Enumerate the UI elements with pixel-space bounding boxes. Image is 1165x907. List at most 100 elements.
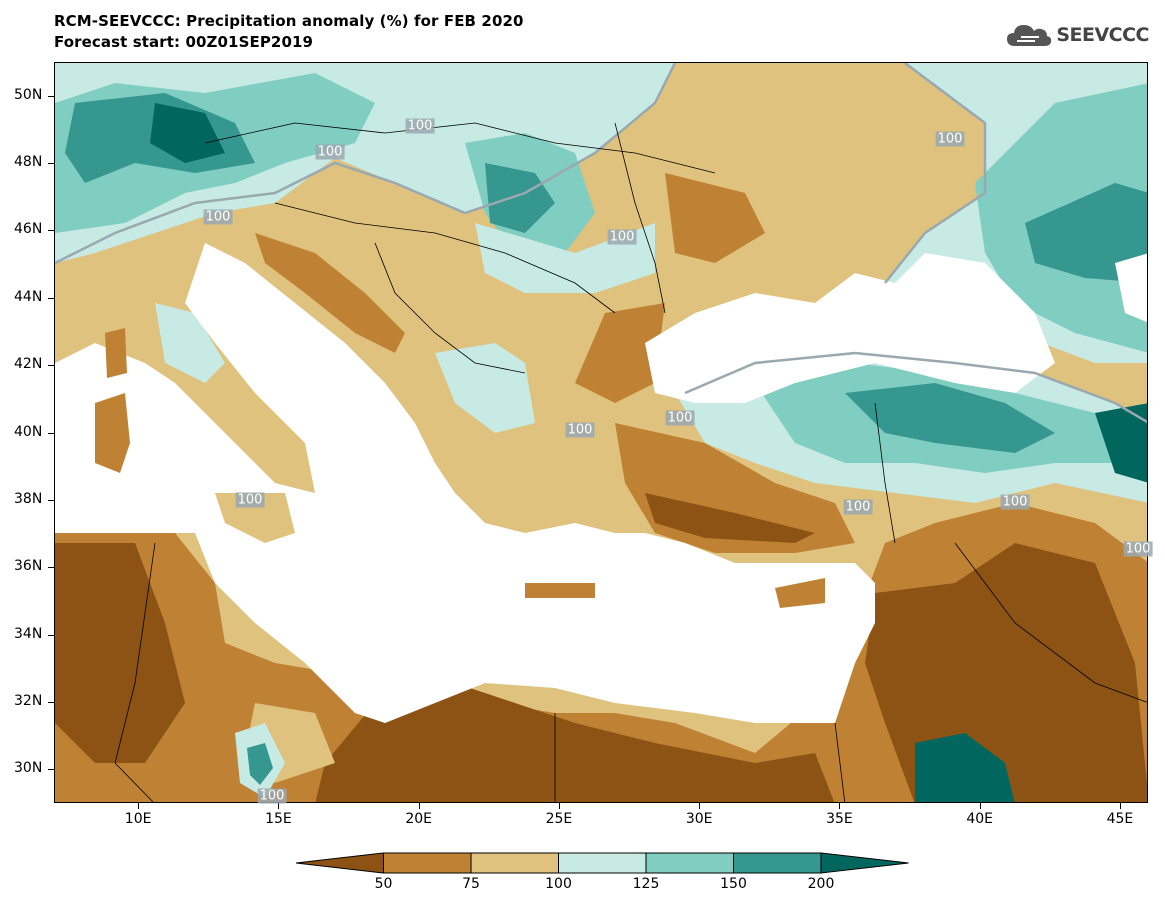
contour-label: 100: [935, 131, 965, 147]
colorbar-label: 75: [462, 876, 480, 892]
island-sardinia: [95, 393, 130, 473]
colorbar-segment: [645, 852, 734, 874]
lon-tick-mark: [138, 803, 140, 809]
colorbar-label: 150: [720, 876, 747, 892]
lat-tick-label: 40N: [14, 423, 43, 440]
wet-alps-darkest: [150, 103, 225, 163]
lat-tick-label: 44N: [14, 288, 43, 305]
dry-turkey-core: [645, 493, 815, 543]
colorbar-segment: [733, 852, 822, 874]
lon-tick-label: 25E: [545, 811, 573, 827]
map-area: [54, 62, 1148, 803]
map-title: RCM-SEEVCCC: Precipitation anomaly (%) f…: [54, 12, 524, 30]
lat-tick-mark: [48, 230, 54, 232]
wet-poland-north: [375, 63, 615, 133]
colorbar-label: 50: [374, 876, 393, 892]
contour-label: 100: [665, 410, 695, 426]
wet-russia-core: [1025, 183, 1147, 283]
contour-label: 100: [257, 788, 287, 804]
wet-turkey-core: [845, 383, 1055, 453]
lon-tick-label: 20E: [405, 811, 432, 827]
seevccc-logo: SEEVCCC: [1005, 22, 1149, 48]
colorbar-segment: [470, 852, 559, 874]
wet-italy-east: [155, 303, 225, 383]
lon-tick-mark: [418, 803, 420, 809]
logo-text: SEEVCCC: [1056, 24, 1149, 46]
lat-tick-label: 42N: [14, 356, 43, 373]
lat-tick-mark: [48, 365, 54, 367]
lat-tick-mark: [48, 769, 54, 771]
colorbar-segment: [558, 852, 647, 874]
contour-label: 100: [1123, 541, 1153, 557]
dry-mideast-core: [865, 543, 1147, 802]
lat-tick-label: 38N: [14, 490, 43, 507]
lon-tick-label: 40E: [966, 811, 994, 827]
lon-tick-mark: [699, 803, 701, 809]
contour-label: 100: [565, 422, 595, 438]
lat-tick-label: 50N: [14, 86, 43, 103]
wet-hungary-core: [485, 163, 555, 233]
forecast-start-subtitle: Forecast start: 00Z01SEP2019: [54, 33, 314, 51]
lat-tick-label: 30N: [14, 760, 43, 777]
lon-tick-mark: [278, 803, 280, 809]
sea-adriatic-tyrrhenian: [55, 243, 875, 723]
colorbar-label: 125: [632, 876, 660, 892]
island-corsica: [105, 328, 127, 378]
colorbar-under-triangle: [296, 852, 384, 874]
dry-south-base: [55, 503, 1147, 802]
contour-label: 100: [405, 118, 435, 134]
contour-100-east: [684, 351, 1147, 424]
lat-tick-mark: [48, 634, 54, 636]
lat-tick-label: 48N: [14, 154, 43, 171]
colorbar-label: 200: [807, 876, 835, 892]
lon-tick-mark: [979, 803, 981, 809]
contour-100-russia: [884, 63, 987, 284]
contour-label: 100: [235, 492, 265, 508]
lat-tick-mark: [48, 567, 54, 569]
colorbar-over-triangle: [820, 852, 909, 874]
contour-label: 100: [315, 144, 345, 160]
colorbar-label: 100: [545, 876, 572, 892]
lon-tick-label: 30E: [685, 811, 713, 827]
sea-caspian: [1115, 253, 1147, 323]
lat-tick-mark: [48, 297, 54, 299]
lat-tick-label: 36N: [14, 558, 43, 575]
dry-ukraine: [665, 173, 765, 263]
lon-tick-label: 10E: [124, 811, 152, 827]
lon-tick-mark: [1119, 803, 1121, 809]
lon-tick-label: 35E: [826, 811, 853, 827]
dry-egypt-core: [315, 683, 835, 802]
lat-tick-mark: [48, 163, 54, 165]
wet-libya-spot-core: [247, 743, 273, 785]
lon-tick-label: 45E: [1106, 811, 1134, 827]
dry-black-sea-west: [575, 303, 665, 403]
lat-tick-label: 32N: [14, 692, 43, 709]
borders: [114, 122, 1147, 802]
contour-100-north: [55, 63, 677, 265]
lat-tick-mark: [48, 701, 54, 703]
lat-tick-mark: [48, 499, 54, 501]
contour-label: 100: [203, 209, 233, 225]
lat-tick-label: 34N: [14, 625, 43, 642]
island-crete: [525, 583, 595, 598]
wet-caucasus-core: [1095, 403, 1147, 483]
lat-tick-mark: [48, 432, 54, 434]
dry-dinaric: [255, 233, 405, 353]
wet-greece-north: [435, 343, 535, 433]
lat-tick-mark: [48, 95, 54, 97]
island-cyprus: [775, 578, 825, 608]
lon-tick-mark: [839, 803, 841, 809]
lat-tick-label: 46N: [14, 221, 43, 238]
cloud-icon: [1007, 25, 1052, 46]
anomaly-map: [55, 63, 1147, 802]
contour-label: 100: [843, 499, 873, 515]
colorbar-segment: [383, 852, 472, 874]
colorbar: [296, 852, 909, 874]
island-sicily: [215, 493, 295, 543]
contour-label: 100: [1000, 494, 1030, 510]
wet-arabia-spot: [915, 733, 1015, 802]
lon-tick-label: 15E: [265, 811, 292, 827]
lon-tick-mark: [558, 803, 560, 809]
contour-label: 100: [607, 229, 637, 245]
dry-libya-core: [55, 543, 185, 763]
